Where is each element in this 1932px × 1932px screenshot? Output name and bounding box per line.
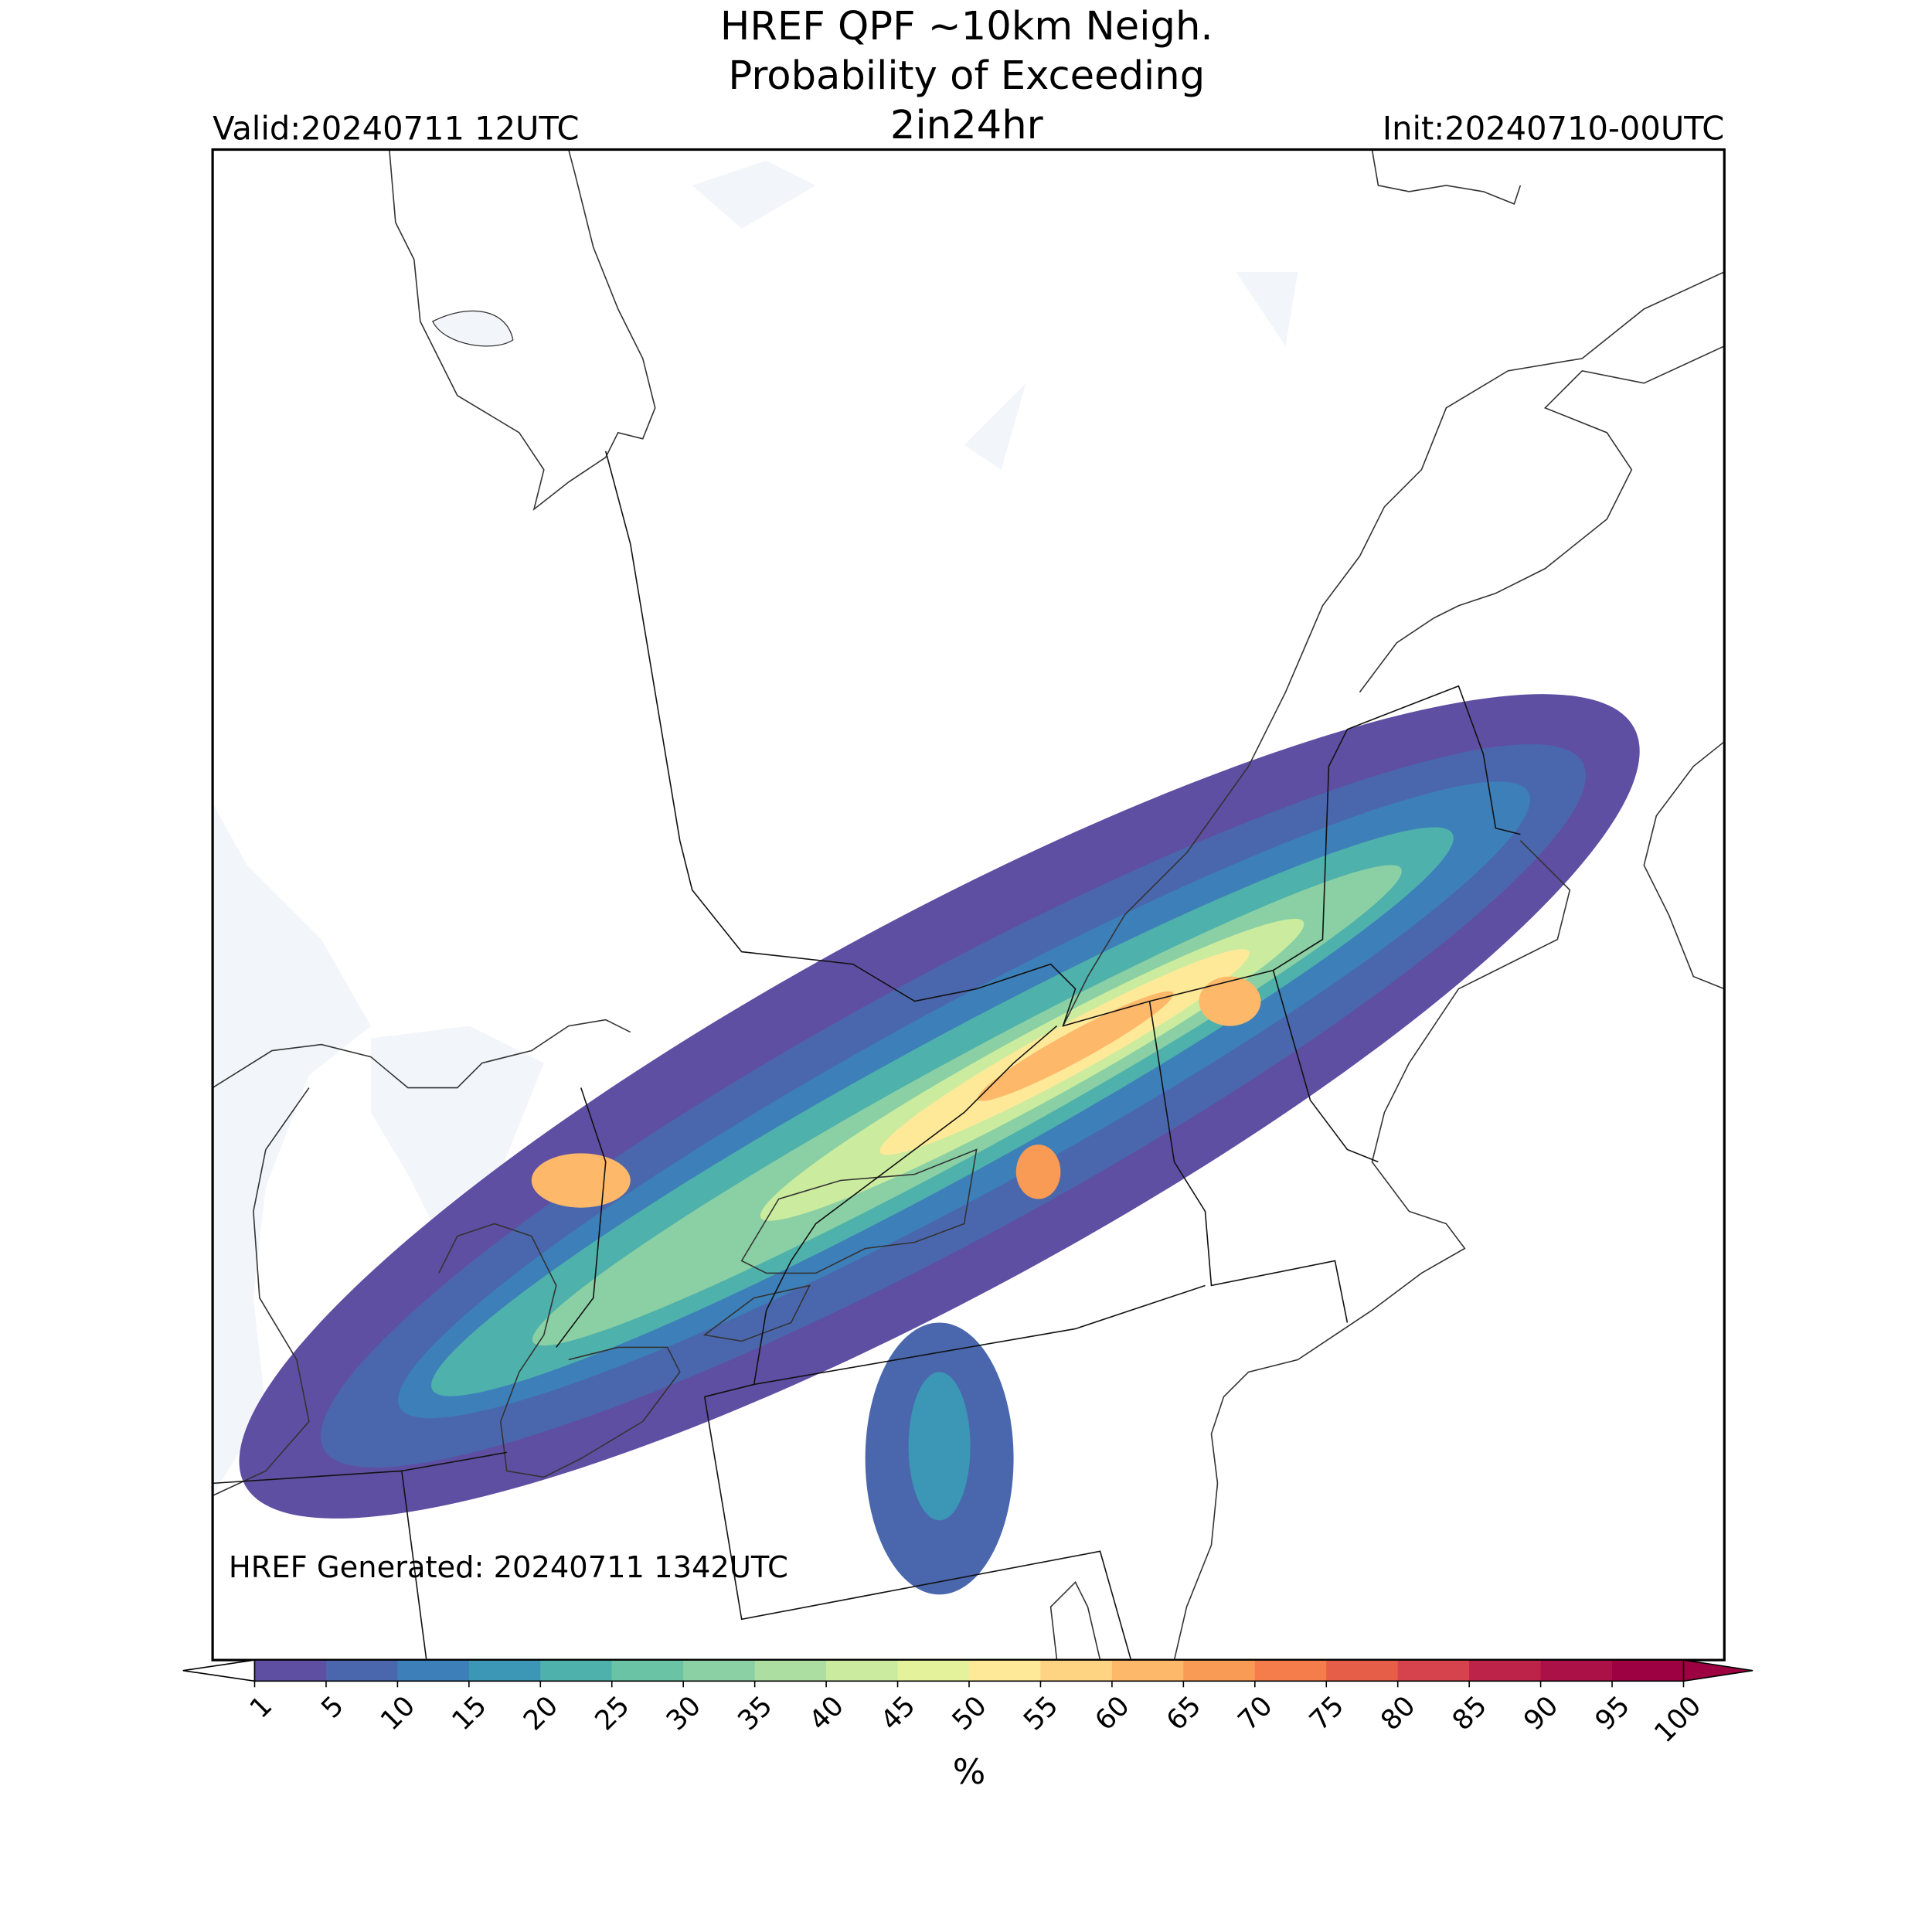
colorbar-extend-high xyxy=(1682,1659,1753,1682)
border xyxy=(604,451,1521,1027)
precip-field xyxy=(1015,1145,1061,1199)
colorbar-tick-label: 5 xyxy=(315,1690,350,1725)
colorbar-tick-label: 10 xyxy=(375,1690,422,1737)
colorbar-tick-label: 60 xyxy=(1089,1690,1136,1737)
colorbar-tick-label: 100 xyxy=(1648,1690,1707,1749)
colorbar-tick-label: 90 xyxy=(1518,1690,1565,1737)
colorbar: 1 5 10 15 20 25 30 35 40 45 50 55 60 65 70 75 80 85 90 95 10… xyxy=(182,1659,1753,1749)
colorbar-tick-label: 85 xyxy=(1446,1690,1493,1737)
border xyxy=(1148,1001,1349,1323)
colorbar-tick-label: 50 xyxy=(946,1690,993,1737)
lake-huron xyxy=(370,1026,544,1249)
title-line: HREF QPF ~10km Neigh. xyxy=(720,3,1213,49)
coastline xyxy=(1062,271,1725,1026)
colorbar-tick-label: 70 xyxy=(1232,1690,1279,1737)
colorbar-tick-label: 45 xyxy=(875,1690,922,1737)
colorbar-swatch xyxy=(683,1660,756,1682)
colorbar-swatch xyxy=(826,1660,899,1682)
colorbar-swatch xyxy=(1183,1660,1256,1682)
colorbar-tick-label: 1 xyxy=(244,1690,279,1725)
lake xyxy=(431,310,514,347)
lake-outline xyxy=(702,1284,811,1342)
colorbar-swatch xyxy=(1612,1660,1685,1682)
colorbar-tick-label: 25 xyxy=(589,1690,636,1737)
colorbar-label: % xyxy=(953,1751,986,1792)
colorbar-swatch xyxy=(254,1660,327,1682)
colorbar-tick-label: 65 xyxy=(1161,1690,1208,1737)
colorbar-tick-label: 75 xyxy=(1303,1690,1350,1737)
precip-field xyxy=(1199,976,1261,1026)
colorbar-tick-label: 20 xyxy=(518,1690,565,1737)
title-line: 2in24hr xyxy=(890,102,1044,148)
colorbar-tick-label: 35 xyxy=(732,1690,779,1737)
colorbar-swatch xyxy=(611,1660,684,1682)
colorbar-extend-low xyxy=(182,1659,256,1682)
colorbar-swatch xyxy=(1326,1660,1399,1682)
lake-outline xyxy=(740,1148,978,1274)
colorbar-swatch xyxy=(540,1660,613,1682)
colorbar-swatch xyxy=(1540,1660,1613,1682)
colorbar-swatch xyxy=(1040,1660,1113,1682)
coastline xyxy=(1371,149,1522,205)
coastline xyxy=(389,149,656,512)
valid-time: Valid:20240711 12UTC xyxy=(213,110,579,148)
colorbar-swatch xyxy=(1469,1660,1542,1682)
coastline xyxy=(1049,1580,1101,1661)
colorbar-swatch xyxy=(968,1660,1042,1682)
colorbar-tick-label: 95 xyxy=(1589,1690,1636,1737)
coastline xyxy=(213,1087,310,1497)
colorbar-tick-label: 30 xyxy=(660,1690,707,1737)
lakes-north xyxy=(692,160,1298,470)
colorbar-tick-label: 55 xyxy=(1018,1690,1065,1737)
colorbar-tick-label: 15 xyxy=(446,1690,493,1737)
colorbar-swatch xyxy=(325,1660,399,1682)
colorbar-tick-label: 40 xyxy=(803,1690,850,1737)
colorbar-swatch xyxy=(897,1660,970,1682)
border xyxy=(753,1025,1206,1386)
coastline xyxy=(213,1019,631,1089)
precip-field xyxy=(531,1153,631,1208)
lake-michigan xyxy=(213,803,371,1496)
border xyxy=(401,1396,1132,1661)
coastline xyxy=(1173,840,1571,1661)
init-time: Init:20240710-00UTC xyxy=(1383,110,1724,148)
colorbar-swatch xyxy=(468,1660,542,1682)
colorbar-swatch xyxy=(1254,1660,1328,1682)
precip-field xyxy=(908,1372,971,1521)
border xyxy=(556,1087,754,1398)
colorbar-swatch xyxy=(754,1660,827,1682)
coastline xyxy=(438,1223,681,1478)
precip-field xyxy=(239,694,1640,1519)
coastline xyxy=(1643,741,1725,990)
border xyxy=(1272,970,1379,1163)
coastline xyxy=(1359,345,1725,693)
map xyxy=(213,149,1725,1661)
colorbar-swatch xyxy=(1397,1660,1470,1682)
title-line: Probability of Exceeding xyxy=(728,53,1205,99)
colorbar-swatch xyxy=(1111,1660,1185,1682)
colorbar-swatch xyxy=(397,1660,470,1682)
colorbar-tick-label: 80 xyxy=(1375,1690,1422,1737)
generated-time: HREF Generated: 20240711 1342UTC xyxy=(229,1550,788,1585)
